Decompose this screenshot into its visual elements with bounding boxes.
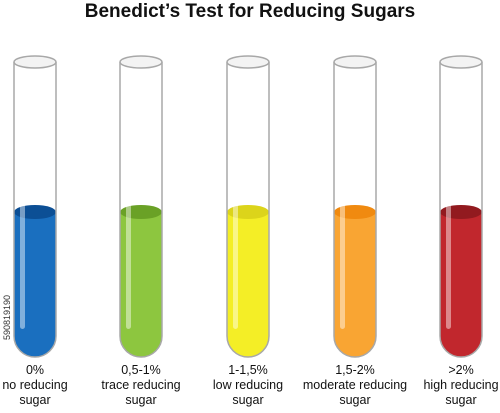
tube-rim: [333, 55, 377, 69]
glass-outline: [333, 62, 377, 358]
glass-outline: [119, 62, 163, 358]
description-label: sugar: [19, 393, 51, 407]
liquid-surface: [440, 205, 482, 219]
concentration-label: 0,5-1%: [121, 363, 161, 377]
description-label: moderate reducing: [302, 378, 408, 392]
concentration-label: 1,5-2%: [335, 363, 375, 377]
watermark-id: 590819190: [2, 294, 12, 340]
tube-rim: [226, 55, 270, 69]
description-label: sugar: [125, 393, 157, 407]
liquid-surface: [334, 205, 376, 219]
tube-label-3: 1,5-2% moderate reducing sugar: [300, 363, 410, 408]
liquid: [440, 212, 482, 357]
tube-label-0: 0% no reducing sugar: [0, 363, 90, 408]
description-label: sugar: [445, 393, 477, 407]
glass-outline: [13, 62, 57, 358]
liquid-surface: [14, 205, 56, 219]
tube-rim: [439, 55, 483, 69]
liquid: [227, 212, 269, 357]
glass-highlight: [446, 74, 451, 329]
description-label: trace reducing: [101, 378, 181, 392]
description-label: high reducing: [423, 378, 499, 392]
test-tube-2: [226, 55, 270, 358]
tube-label-2: 1-1,5% low reducing sugar: [193, 363, 303, 408]
glass-outline: [226, 62, 270, 358]
glass-highlight: [233, 74, 238, 329]
glass-highlight: [340, 74, 345, 329]
liquid-surface: [227, 205, 269, 219]
diagram-title: Benedict’s Test for Reducing Sugars: [84, 1, 416, 22]
description-label: sugar: [339, 393, 371, 407]
test-tube-3: [333, 55, 377, 358]
tube-rim: [119, 55, 163, 69]
liquid: [334, 212, 376, 357]
tube-rim: [13, 55, 57, 69]
liquid-surface: [120, 205, 162, 219]
description-label: sugar: [232, 393, 264, 407]
description-label: no reducing: [2, 378, 68, 392]
test-tube-1: [119, 55, 163, 358]
glass-highlight: [20, 74, 25, 329]
concentration-label: 0%: [25, 363, 45, 377]
tube-label-1: 0,5-1% trace reducing sugar: [86, 363, 196, 408]
test-tube-0: [13, 55, 57, 358]
liquid: [120, 212, 162, 357]
description-label: low reducing: [212, 378, 284, 392]
test-tube-4: [439, 55, 483, 358]
glass-outline: [439, 62, 483, 358]
concentration-label: 1-1,5%: [228, 363, 268, 377]
liquid: [14, 212, 56, 357]
concentration-label: >2%: [448, 363, 474, 377]
tube-label-4: >2% high reducing sugar: [406, 363, 500, 408]
glass-highlight: [126, 74, 131, 329]
